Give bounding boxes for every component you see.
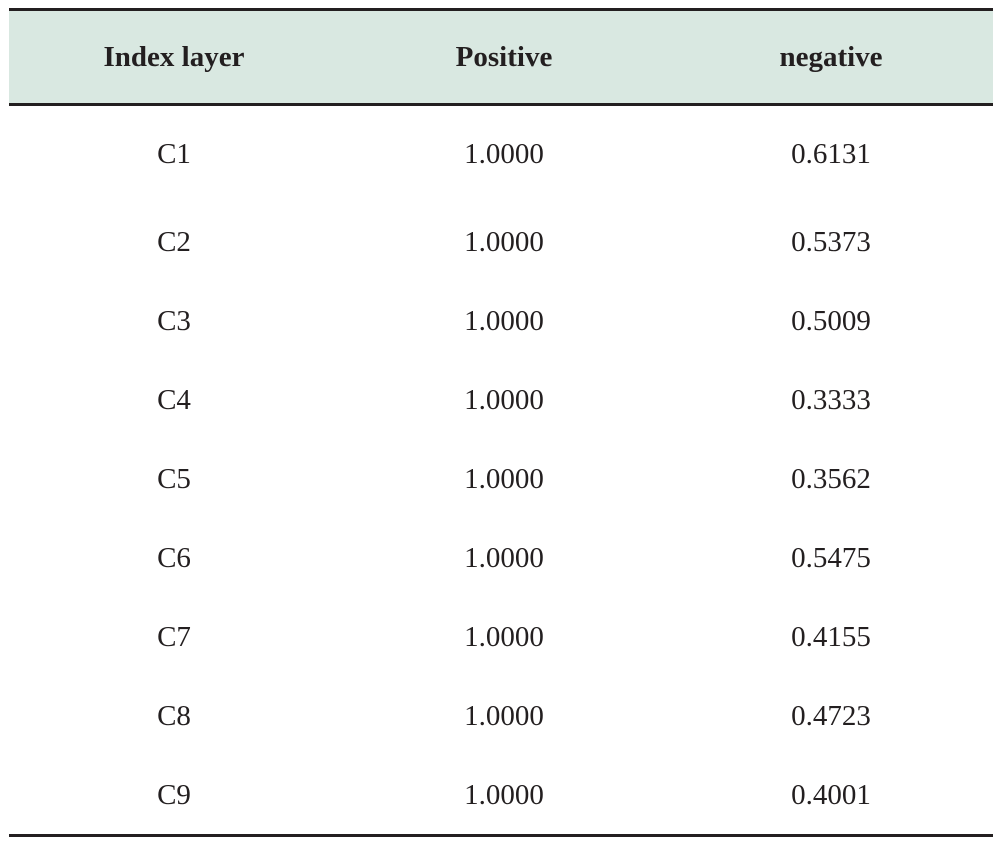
cell-index-layer: C4 (157, 384, 191, 416)
table-row: C1 1.0000 0.6131 (9, 105, 993, 204)
cell-positive: 1.0000 (464, 226, 544, 258)
table-row: C7 1.0000 0.4155 (9, 598, 993, 677)
header-row: Index layer Positive negative (9, 8, 993, 106)
cell-index-layer: C9 (9, 756, 339, 837)
table-body: C1 1.0000 0.6131 C2 1.0000 0.5373 C3 1.0… (9, 105, 993, 837)
header-negative: negative (669, 8, 993, 106)
cell-negative: 0.4155 (791, 621, 871, 653)
cell-index-layer: C7 (157, 621, 191, 653)
cell-positive: 1.0000 (464, 305, 544, 337)
cell-negative: 0.5475 (791, 542, 871, 574)
cell-index-layer: C5 (157, 463, 191, 495)
table-row: C2 1.0000 0.5373 (9, 203, 993, 282)
cell-positive: 1.0000 (464, 463, 544, 495)
table-row: C6 1.0000 0.5475 (9, 519, 993, 598)
cell-positive: 1.0000 (464, 384, 544, 416)
cell-positive: 1.0000 (464, 138, 544, 170)
data-table-container: Index layer Positive negative C1 1.0000 … (9, 8, 993, 837)
table-row: C4 1.0000 0.3333 (9, 361, 993, 440)
table-row: C8 1.0000 0.4723 (9, 677, 993, 756)
header-index-layer: Index layer (9, 8, 339, 106)
cell-positive: 1.0000 (464, 542, 544, 574)
cell-index-layer: C2 (157, 226, 191, 258)
cell-positive: 1.0000 (339, 756, 669, 837)
index-layer-table: Index layer Positive negative C1 1.0000 … (9, 8, 993, 837)
table-header: Index layer Positive negative (9, 8, 993, 106)
cell-positive: 1.0000 (464, 621, 544, 653)
cell-index-layer: C1 (157, 138, 191, 170)
cell-negative: 0.5373 (791, 226, 871, 258)
cell-negative: 0.4723 (791, 700, 871, 732)
table-row: C5 1.0000 0.3562 (9, 440, 993, 519)
cell-index-layer: C8 (157, 700, 191, 732)
cell-negative: 0.3562 (791, 463, 871, 495)
table-row: C3 1.0000 0.5009 (9, 282, 993, 361)
cell-index-layer: C6 (157, 542, 191, 574)
cell-negative: 0.3333 (791, 384, 871, 416)
cell-negative: 0.5009 (791, 305, 871, 337)
header-positive: Positive (339, 8, 669, 106)
cell-negative: 0.6131 (791, 138, 871, 170)
cell-positive: 1.0000 (464, 700, 544, 732)
table-row: C9 1.0000 0.4001 (9, 756, 993, 837)
cell-negative: 0.4001 (669, 756, 993, 837)
cell-index-layer: C3 (157, 305, 191, 337)
